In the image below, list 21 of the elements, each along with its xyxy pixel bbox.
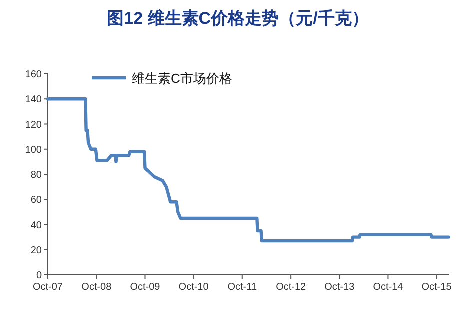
y-tick-label: 0 (36, 270, 42, 282)
legend-label: 维生素C市场价格 (132, 71, 232, 86)
y-tick-label: 40 (30, 220, 42, 232)
y-tick-label: 80 (30, 170, 42, 181)
x-tick-label: Oct-15 (422, 282, 452, 293)
legend: 维生素C市场价格 (92, 71, 232, 86)
y-tick-label: 120 (25, 120, 42, 131)
y-tick-label: 160 (25, 70, 42, 80)
x-tick-label: Oct-12 (276, 282, 307, 293)
x-tick-label: Oct-07 (32, 282, 64, 293)
y-tick-label: 100 (25, 144, 42, 156)
x-tick-label: Oct-11 (228, 282, 258, 293)
chart-title: 图12 维生素C价格走势（元/千克） (107, 9, 369, 28)
y-tick-label: 20 (30, 245, 42, 256)
y-tick-label: 60 (30, 195, 42, 206)
x-tick-label: Oct-14 (373, 282, 404, 293)
x-tick-label: Oct-08 (82, 282, 112, 293)
x-tick-label: Oct-09 (130, 282, 161, 293)
y-tick-label: 140 (25, 94, 42, 106)
x-tick-label: Oct-13 (324, 282, 356, 293)
x-tick-label: Oct-10 (178, 282, 210, 293)
